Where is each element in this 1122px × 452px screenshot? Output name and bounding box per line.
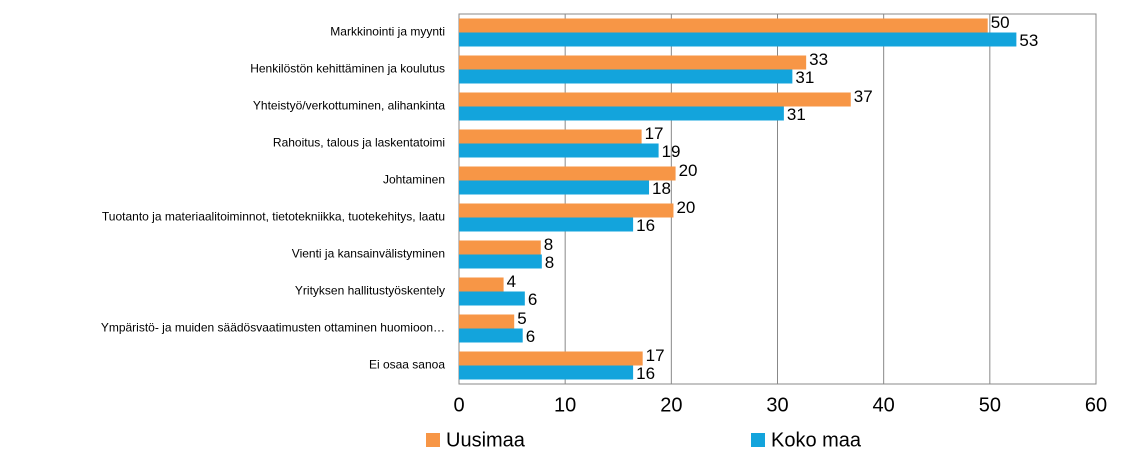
data-label: 20 bbox=[676, 198, 695, 217]
plot-border bbox=[458, 13, 1097, 385]
y-tick-label: Tuotanto ja materiaalitoiminnot, tietote… bbox=[102, 210, 445, 224]
bar bbox=[459, 277, 504, 292]
y-tick-label: Henkilöstön kehittäminen ja koulutus bbox=[250, 62, 445, 76]
y-tick-label: Rahoitus, talous ja laskentatoimi bbox=[273, 136, 445, 150]
data-label: 31 bbox=[795, 68, 814, 87]
data-label: 6 bbox=[526, 327, 535, 346]
data-label: 8 bbox=[544, 235, 553, 254]
data-label: 20 bbox=[679, 161, 698, 180]
data-label: 4 bbox=[507, 272, 516, 291]
data-label: 16 bbox=[636, 216, 655, 235]
bar bbox=[459, 106, 784, 121]
y-tick-label: Johtaminen bbox=[383, 173, 445, 187]
data-label: 5 bbox=[517, 309, 526, 328]
data-label: 17 bbox=[645, 124, 664, 143]
data-label: 16 bbox=[636, 364, 655, 383]
bar bbox=[459, 291, 525, 306]
x-tick-label: 30 bbox=[766, 394, 788, 416]
legend-label: Uusimaa bbox=[446, 429, 526, 451]
bar bbox=[459, 365, 634, 380]
bar bbox=[459, 254, 542, 269]
data-label: 31 bbox=[787, 105, 806, 124]
x-tick-label: 40 bbox=[873, 394, 895, 416]
y-tick-label: Ympäristö- ja muiden säädösvaatimusten o… bbox=[101, 321, 445, 335]
y-tick-label: Markkinointi ja myynti bbox=[330, 25, 445, 39]
y-tick-label: Ei osaa sanoa bbox=[369, 358, 445, 372]
legend-label: Koko maa bbox=[771, 429, 862, 451]
legend-swatch bbox=[751, 433, 765, 447]
bar bbox=[459, 69, 793, 84]
bar bbox=[459, 55, 807, 70]
y-tick-label: Yhteistyö/verkottuminen, alihankinta bbox=[253, 99, 445, 113]
legend-swatch bbox=[426, 433, 440, 447]
bar bbox=[459, 351, 643, 366]
data-label: 53 bbox=[1019, 31, 1038, 50]
bar bbox=[459, 143, 659, 158]
bar bbox=[459, 32, 1017, 47]
bar bbox=[459, 328, 523, 343]
data-label: 33 bbox=[809, 50, 828, 69]
x-tick-label: 10 bbox=[554, 394, 576, 416]
x-tick-label: 0 bbox=[453, 394, 464, 416]
data-label: 8 bbox=[545, 253, 554, 272]
x-tick-label: 50 bbox=[979, 394, 1001, 416]
bar bbox=[459, 217, 634, 232]
data-label: 50 bbox=[991, 13, 1010, 32]
bar bbox=[459, 129, 642, 144]
bar bbox=[459, 18, 988, 33]
data-label: 19 bbox=[662, 142, 681, 161]
x-tick-label: 60 bbox=[1085, 394, 1107, 416]
bar bbox=[459, 166, 676, 181]
x-tick-label: 20 bbox=[660, 394, 682, 416]
data-label: 17 bbox=[646, 346, 665, 365]
bar bbox=[459, 203, 674, 218]
y-tick-label: Yrityksen hallitustyöskentely bbox=[295, 284, 445, 298]
data-label: 18 bbox=[652, 179, 671, 198]
data-label: 37 bbox=[854, 87, 873, 106]
bar bbox=[459, 92, 851, 107]
y-tick-label: Vienti ja kansainvälistyminen bbox=[292, 247, 445, 261]
bar bbox=[459, 314, 515, 329]
bar bbox=[459, 180, 650, 195]
data-label: 6 bbox=[528, 290, 537, 309]
bar bbox=[459, 240, 541, 255]
